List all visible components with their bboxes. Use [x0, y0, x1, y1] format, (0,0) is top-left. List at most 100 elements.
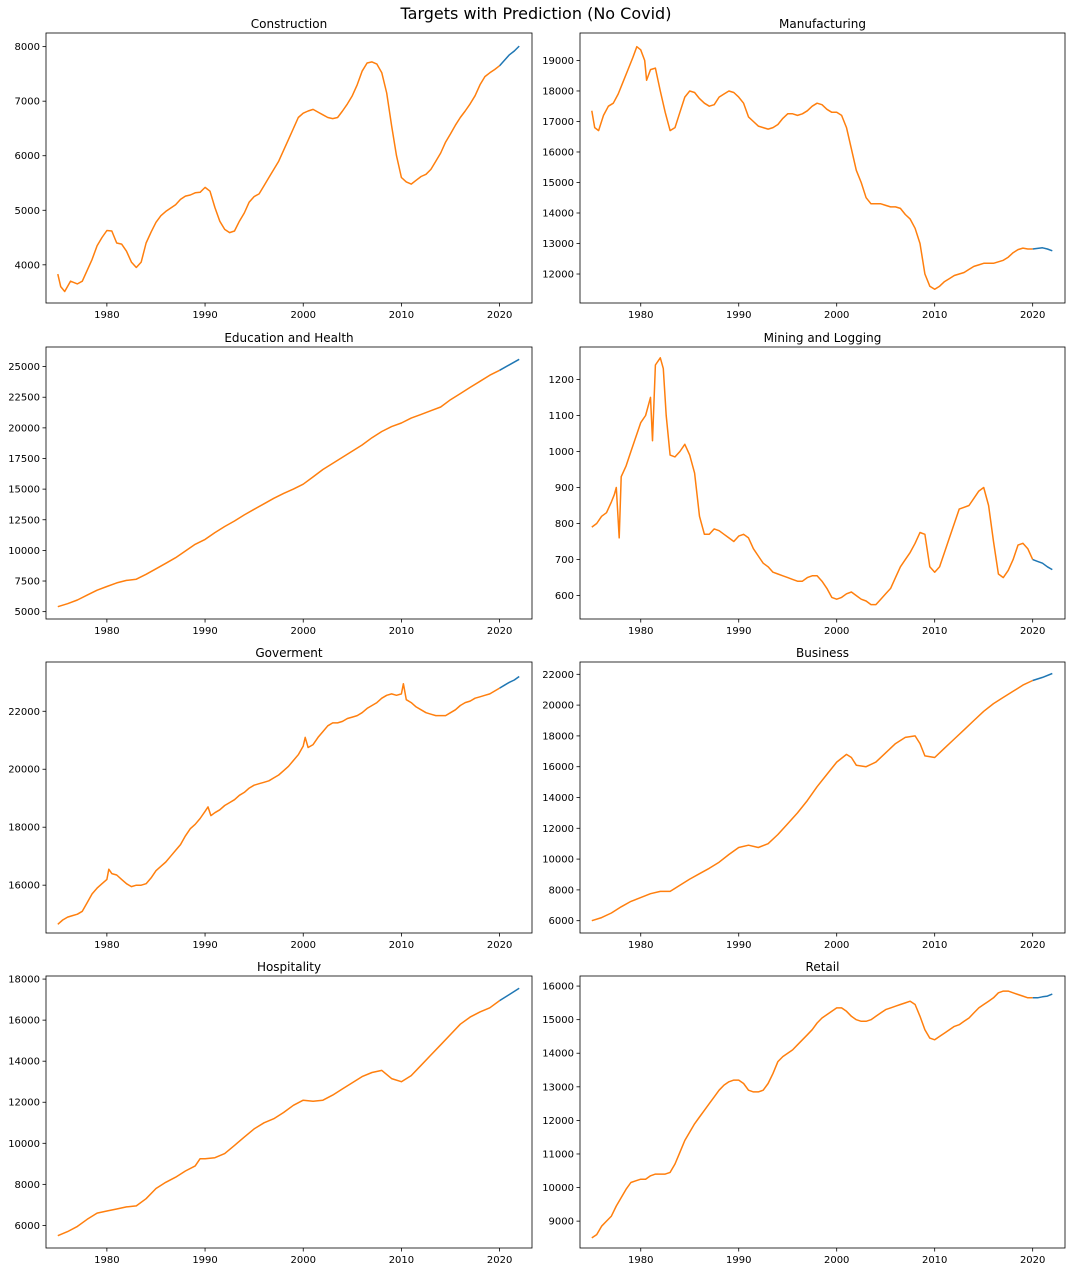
y-tick-label: 18000 — [542, 731, 574, 742]
y-tick-label: 5000 — [15, 206, 40, 217]
chart-title: Mining and Logging — [764, 331, 882, 345]
series-line-history — [591, 357, 1034, 606]
x-tick-label: 2010 — [922, 626, 947, 637]
y-tick-label: 1200 — [549, 375, 574, 386]
figure-title: Targets with Prediction (No Covid) — [400, 4, 672, 23]
series-line-history — [57, 999, 501, 1237]
x-tick-label: 2010 — [389, 1255, 414, 1266]
x-tick-label: 2020 — [487, 626, 512, 637]
x-tick-label: 2000 — [291, 310, 316, 321]
y-tick-label: 15000 — [8, 485, 40, 496]
x-tick-label: 2020 — [1020, 310, 1045, 321]
y-tick-label: 20000 — [8, 423, 40, 434]
y-tick-label: 6000 — [15, 151, 40, 162]
x-tick-label: 1990 — [726, 626, 751, 637]
y-tick-label: 7000 — [15, 97, 40, 108]
x-tick-label: 1990 — [726, 1255, 751, 1266]
x-tick-label: 1980 — [628, 310, 653, 321]
x-tick-label: 1980 — [628, 626, 653, 637]
chart-title: Manufacturing — [779, 17, 866, 31]
x-tick-label: 1980 — [94, 940, 119, 951]
y-tick-label: 10000 — [8, 1139, 40, 1150]
y-tick-label: 16000 — [542, 982, 574, 993]
chart-title: Business — [796, 646, 849, 660]
x-tick-label: 1990 — [726, 310, 751, 321]
y-tick-label: 700 — [555, 555, 574, 566]
y-tick-label: 12000 — [8, 1098, 40, 1109]
axes-frame — [579, 346, 1066, 620]
chart-manufacturing: Manufacturing 1980 1990 2000 2010 2020 12000 13… — [542, 17, 1066, 321]
chart-hospitality: Hospitality 1980 1990 2000 2010 2020 6000 8000 1… — [8, 960, 533, 1266]
y-tick-label: 14000 — [542, 1049, 574, 1060]
axes-frame — [579, 975, 1066, 1249]
series-line-prediction — [1032, 558, 1053, 571]
axes-frame — [579, 661, 1066, 934]
x-tick-label: 1990 — [192, 940, 217, 951]
chart-education-and-health: Education and Health 1980 1990 2000 2010 2020… — [8, 331, 533, 637]
y-tick-label: 8000 — [15, 1180, 40, 1191]
y-tick-label: 18000 — [8, 975, 40, 986]
x-tick-label: 2020 — [487, 1255, 512, 1266]
chart-title: Hospitality — [257, 960, 321, 974]
chart-title: Goverment — [255, 646, 323, 660]
y-tick-label: 15000 — [542, 178, 574, 189]
chart-business: Business 1980 1990 2000 2010 2020 6000 8000 1000… — [542, 646, 1066, 951]
x-tick-label: 2010 — [389, 940, 414, 951]
x-tick-label: 2020 — [487, 940, 512, 951]
x-tick-label: 2010 — [922, 940, 947, 951]
y-tick-label: 25000 — [8, 362, 40, 373]
axes-frame — [45, 661, 533, 934]
series-line-prediction — [1032, 672, 1053, 682]
y-tick-label: 16000 — [8, 1016, 40, 1027]
y-tick-label: 6000 — [549, 916, 574, 927]
y-tick-label: 14000 — [542, 793, 574, 804]
y-tick-label: 16000 — [542, 762, 574, 773]
series-line-history — [57, 61, 501, 293]
axes-frame — [45, 346, 533, 620]
y-tick-label: 17500 — [8, 454, 40, 465]
x-tick-label: 1990 — [192, 1255, 217, 1266]
chart-goverment: Goverment 1980 1990 2000 2010 2020 16000 18000 2… — [8, 646, 533, 951]
y-tick-label: 22500 — [8, 393, 40, 404]
x-tick-label: 2000 — [824, 940, 849, 951]
y-tick-label: 18000 — [542, 86, 574, 97]
y-tick-label: 22000 — [8, 707, 40, 718]
y-tick-label: 10000 — [542, 1183, 574, 1194]
series-line-prediction — [1032, 993, 1053, 999]
x-tick-label: 1980 — [94, 310, 119, 321]
x-tick-label: 1980 — [94, 626, 119, 637]
x-tick-label: 2020 — [487, 310, 512, 321]
y-tick-label: 7500 — [15, 577, 40, 588]
x-tick-label: 1990 — [192, 626, 217, 637]
series-line-history — [591, 679, 1034, 922]
series-line-history — [57, 369, 500, 608]
x-tick-label: 2010 — [922, 310, 947, 321]
y-tick-label: 16000 — [8, 881, 40, 892]
y-tick-label: 600 — [555, 591, 574, 602]
series-line-history — [591, 45, 1033, 291]
x-tick-label: 2010 — [922, 1255, 947, 1266]
series-line-prediction — [499, 987, 520, 1002]
x-tick-label: 1980 — [94, 1255, 119, 1266]
x-tick-label: 2000 — [291, 940, 316, 951]
y-tick-label: 10000 — [542, 855, 574, 866]
x-tick-label: 2010 — [389, 310, 414, 321]
y-tick-label: 9000 — [549, 1217, 574, 1228]
x-tick-label: 2000 — [824, 310, 849, 321]
chart-mining-and-logging: Mining and Logging 1980 1990 2000 2010 2020 60… — [549, 331, 1066, 637]
y-tick-label: 22000 — [542, 670, 574, 681]
x-tick-label: 2020 — [1020, 940, 1045, 951]
y-tick-label: 16000 — [542, 147, 574, 158]
y-tick-label: 13000 — [542, 1082, 574, 1093]
y-tick-label: 18000 — [8, 823, 40, 834]
chart-retail: Retail 1980 1990 2000 2010 2020 9000 10000 11000… — [542, 960, 1066, 1266]
x-tick-label: 1990 — [726, 940, 751, 951]
y-tick-label: 15000 — [542, 1015, 574, 1026]
x-tick-label: 2000 — [824, 626, 849, 637]
x-tick-label: 2000 — [824, 1255, 849, 1266]
chart-construction: Construction 1980 1990 2000 2010 2020 4000 5000… — [15, 17, 533, 321]
x-tick-label: 1980 — [628, 1255, 653, 1266]
y-tick-label: 4000 — [15, 260, 40, 271]
y-tick-label: 14000 — [8, 1057, 40, 1068]
